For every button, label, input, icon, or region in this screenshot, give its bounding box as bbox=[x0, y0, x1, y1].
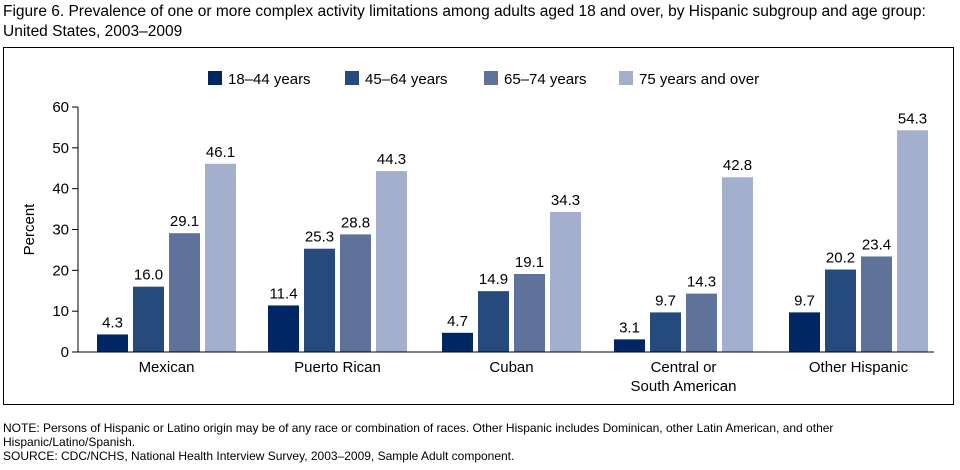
data-label: 4.3 bbox=[102, 314, 123, 331]
y-axis-title: Percent bbox=[21, 203, 38, 256]
legend-swatch bbox=[345, 71, 359, 85]
x-category-label: Other Hispanic bbox=[809, 359, 909, 376]
source-text: SOURCE: CDC/NCHS, National Health Interv… bbox=[3, 449, 515, 463]
y-tick-label: 20 bbox=[52, 262, 69, 279]
bar bbox=[478, 291, 509, 352]
bar bbox=[650, 312, 681, 352]
data-label: 9.7 bbox=[655, 292, 676, 309]
chart-frame: 18–44 years 45–64 years 65–74 years 75 year… bbox=[3, 47, 954, 405]
bar bbox=[97, 334, 128, 352]
data-label: 14.9 bbox=[479, 271, 508, 288]
y-tick-label: 50 bbox=[52, 140, 69, 157]
bar bbox=[789, 312, 820, 352]
data-label: 16.0 bbox=[134, 267, 163, 284]
data-label: 42.8 bbox=[723, 157, 752, 174]
data-label: 4.7 bbox=[447, 313, 468, 330]
data-label: 11.4 bbox=[269, 285, 297, 302]
footnotes: NOTE: Persons of Hispanic or Latino orig… bbox=[3, 421, 953, 463]
data-label: 9.7 bbox=[794, 292, 815, 309]
data-label: 25.3 bbox=[305, 229, 334, 246]
bar bbox=[376, 171, 407, 352]
y-tick-label: 40 bbox=[52, 181, 69, 198]
legend-swatch bbox=[208, 71, 222, 85]
x-category-label: Cuban bbox=[489, 359, 533, 376]
bar bbox=[442, 332, 473, 352]
bar bbox=[614, 339, 645, 352]
y-tick-label: 60 bbox=[52, 99, 69, 116]
bar bbox=[897, 130, 928, 352]
bar-chart: 18–44 years 45–64 years 65–74 years 75 year… bbox=[21, 71, 934, 395]
data-label: 20.2 bbox=[826, 250, 855, 267]
y-tick-label: 30 bbox=[52, 222, 69, 239]
x-category-label: Puerto Rican bbox=[294, 359, 381, 376]
bar bbox=[550, 211, 581, 352]
bar bbox=[268, 305, 299, 352]
legend-swatch bbox=[619, 71, 633, 85]
x-category-label: Mexican bbox=[139, 359, 195, 376]
bar bbox=[861, 256, 892, 352]
bar bbox=[340, 234, 371, 352]
legend-swatch bbox=[484, 71, 498, 85]
data-label: 28.8 bbox=[341, 214, 370, 231]
bar bbox=[686, 293, 717, 352]
data-label: 19.1 bbox=[515, 254, 544, 271]
bar bbox=[722, 177, 753, 352]
bar bbox=[169, 233, 200, 352]
data-label: 46.1 bbox=[206, 144, 235, 161]
note-text: NOTE: Persons of Hispanic or Latino orig… bbox=[3, 421, 834, 449]
legend-label: 18–44 years bbox=[228, 71, 311, 88]
data-label: 34.3 bbox=[551, 192, 580, 209]
data-label: 44.3 bbox=[377, 151, 406, 168]
data-label: 23.4 bbox=[862, 236, 891, 253]
data-label: 3.1 bbox=[619, 319, 640, 336]
bar bbox=[133, 286, 164, 352]
legend-label: 45–64 years bbox=[365, 71, 448, 88]
y-tick-label: 10 bbox=[52, 303, 69, 320]
x-category-label: Central or bbox=[651, 359, 717, 376]
figure-title: Figure 6. Prevalence of one or more comp… bbox=[3, 3, 926, 40]
y-tick-label: 0 bbox=[61, 344, 69, 361]
legend-label: 75 years and over bbox=[639, 71, 759, 88]
bar bbox=[825, 269, 856, 352]
bar bbox=[514, 274, 545, 352]
x-category-label: South American bbox=[631, 378, 737, 395]
bar bbox=[304, 248, 335, 352]
legend-label: 65–74 years bbox=[504, 71, 587, 88]
data-label: 29.1 bbox=[170, 213, 199, 230]
data-label: 14.3 bbox=[687, 274, 716, 291]
bar bbox=[205, 163, 236, 352]
data-label: 54.3 bbox=[898, 110, 927, 127]
